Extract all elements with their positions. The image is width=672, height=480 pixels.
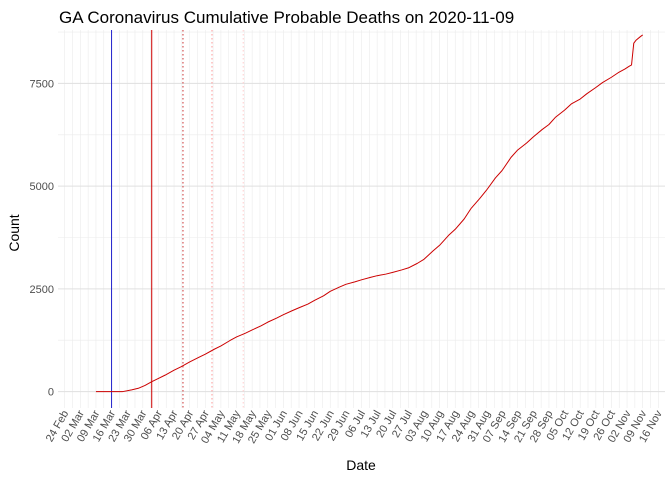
series-line [95,34,643,393]
y-tick-label: 0 [48,387,54,399]
y-tick-label: 7500 [30,78,54,90]
y-tick-label: 5000 [30,181,54,193]
y-tick-labels: 0 2500 5000 7500 [30,78,54,398]
chart-title: GA Coronavirus Cumulative Probable Death… [59,8,514,27]
series-layer [95,34,643,393]
reference-lines [111,30,244,408]
x-axis-label: Date [346,457,376,473]
y-axis-label: Count [6,214,22,251]
y-tick-label: 2500 [30,284,54,296]
grid-lines [58,30,665,408]
